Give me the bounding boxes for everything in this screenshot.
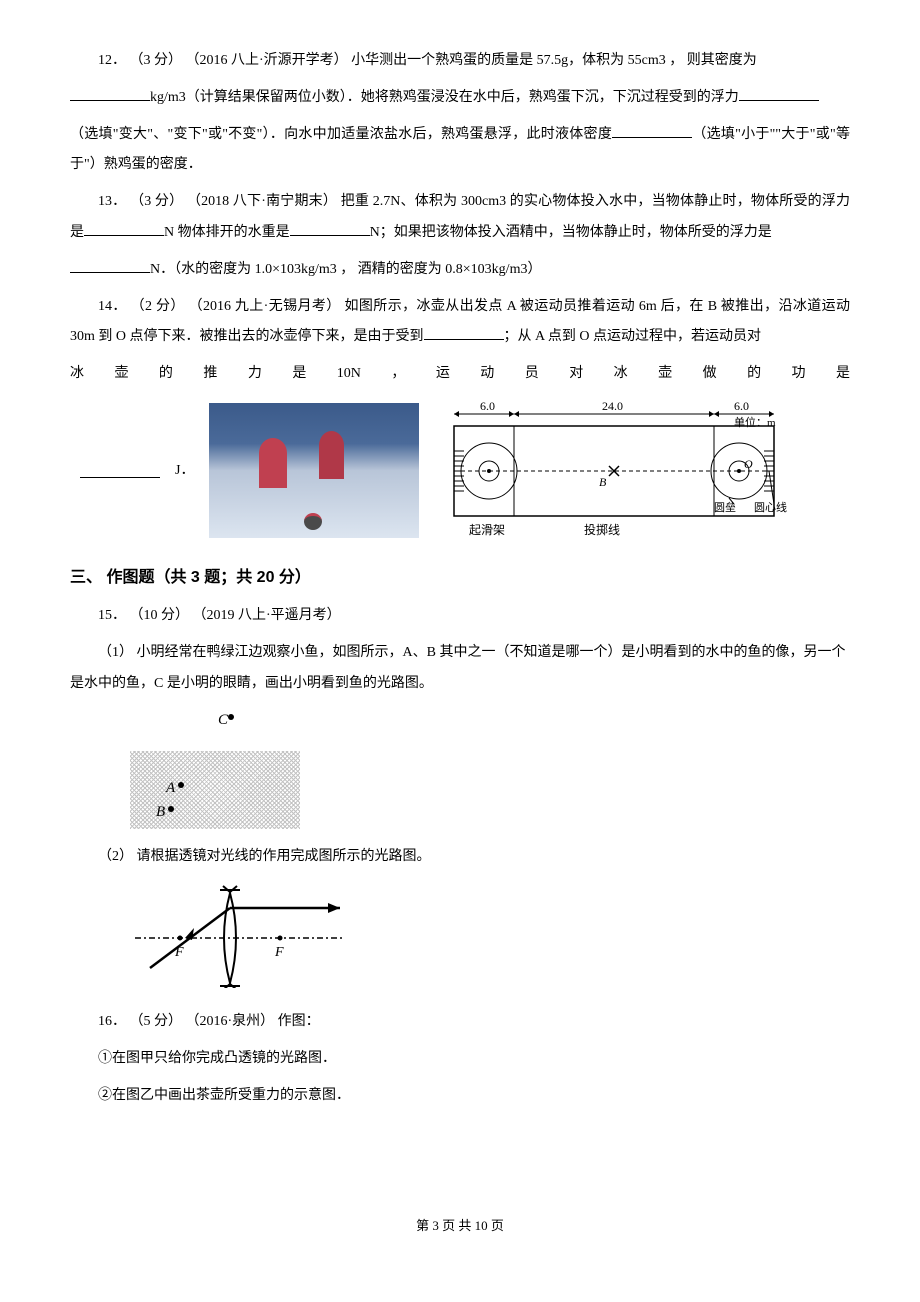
q12-num: 12．: [98, 53, 126, 68]
question-14: 14． （2 分） （2016 九上·无锡月考） 如图所示，冰壶从出发点 A 被…: [70, 292, 850, 546]
question-12: 12． （3 分） （2016 八上·沂源开学考） 小华测出一个熟鸡蛋的质量是 …: [70, 46, 850, 181]
q13-points: （3 分）: [130, 194, 183, 209]
throw-line: 投掷线: [584, 522, 620, 537]
q13-text2: N 物体排开的水重是: [164, 225, 290, 240]
q15-p1-num: （1）: [98, 645, 133, 660]
q14-figure-row: J．: [70, 396, 850, 546]
blank: [84, 221, 164, 236]
blank: [739, 86, 819, 101]
label-b: B: [156, 796, 165, 829]
dim2: 24.0: [602, 399, 623, 413]
blank: [70, 258, 150, 273]
q15-p1-text: 小明经常在鸭绿江边观察小鱼，如图所示，A、B 其中之一（不知道是哪一个）是小明看…: [70, 645, 845, 691]
center-line: 圆心线: [754, 500, 787, 514]
q13-text3: N；如果把该物体投入酒精中，当物体静止时，物体所受的浮力是: [370, 225, 772, 240]
q14-body: 14． （2 分） （2016 九上·无锡月考） 如图所示，冰壶从出发点 A 被…: [70, 292, 850, 354]
q15-p2-num: （2）: [98, 849, 133, 864]
q12-text1: 小华测出一个熟鸡蛋的质量是 57.5g，体积为 55cm3 ， 则其密度为: [351, 53, 757, 68]
section-3-header: 三、 作图题（共 3 题；共 20 分）: [70, 560, 850, 595]
unit: 单位：m: [734, 415, 776, 429]
labelB: B: [599, 475, 607, 489]
label-f-left: F: [174, 945, 184, 960]
q16-src: （2016·泉州）: [186, 1014, 275, 1029]
blank: [424, 325, 504, 340]
blank: [80, 463, 160, 478]
q16-num: 16．: [98, 1014, 126, 1029]
lens-ray-diagram: F F: [130, 878, 350, 988]
q15-p2-text: 请根据透镜对光线的作用完成图所示的光路图。: [137, 849, 431, 864]
blank: [290, 221, 370, 236]
curling-track-diagram: 6.0 24.0 6.0 单位：m B O 起滑架 投掷线 圆垒 圆心线: [434, 396, 794, 546]
curling-stone-icon: [304, 513, 322, 530]
page-footer: 第 3 页 共 10 页: [70, 1212, 850, 1241]
label-f-right: F: [274, 945, 284, 960]
start-frame: 起滑架: [469, 523, 505, 537]
point-b: [168, 806, 174, 812]
label-a: A: [166, 772, 175, 805]
q16-points: （5 分）: [130, 1014, 183, 1029]
q13-text4: N．（水的密度为 1.0×103kg/m3 ， 酒精的密度为 0.8×103kg…: [150, 262, 541, 277]
dim1: 6.0: [480, 399, 495, 413]
q13-num: 13．: [98, 194, 126, 209]
q12-points: （3 分）: [130, 53, 183, 68]
q12-cont2: （选填"变大"、"变下"或"不变"）．向水中加适量浓盐水后，熟鸡蛋悬浮，此时液体…: [70, 120, 850, 182]
q16-line1: ①在图甲只给你完成凸透镜的光路图．: [70, 1044, 850, 1075]
q15-num: 15．: [98, 608, 126, 623]
q12-cont1: kg/m3（计算结果保留两位小数）．她将熟鸡蛋浸没在水中后，熟鸡蛋下沉，下沉过程…: [70, 83, 850, 114]
q16-text: 作图：: [278, 1014, 320, 1029]
blank: [70, 86, 150, 101]
fish-refraction-diagram: C A B: [130, 706, 300, 836]
q12-text2: kg/m3（计算结果保留两位小数）．她将熟鸡蛋浸没在水中后，熟鸡蛋下沉，下沉过程…: [150, 90, 739, 105]
q12-body: 12． （3 分） （2016 八上·沂源开学考） 小华测出一个熟鸡蛋的质量是 …: [70, 46, 850, 77]
q15-points: （10 分）: [130, 608, 190, 623]
q16-head: 16． （5 分） （2016·泉州） 作图：: [70, 1007, 850, 1038]
question-13: 13． （3 分） （2018 八下·南宁期末） 把重 2.7N、体积为 300…: [70, 187, 850, 285]
point-c: [228, 714, 234, 720]
point-a: [178, 782, 184, 788]
question-15: 15． （10 分） （2019 八上·平遥月考） （1） 小明经常在鸭绿江边观…: [70, 601, 850, 1001]
blank: [612, 123, 692, 138]
q14-text2: ；从 A 点到 O 点运动过程中，若运动员对: [504, 329, 761, 344]
q12-src: （2016 八上·沂源开学考）: [186, 53, 348, 68]
q14-points: （2 分）: [131, 299, 185, 314]
q15-src: （2019 八上·平遥月考）: [193, 608, 341, 623]
q15-p1: （1） 小明经常在鸭绿江边观察小鱼，如图所示，A、B 其中之一（不知道是哪一个）…: [70, 638, 850, 700]
q15-p2: （2） 请根据透镜对光线的作用完成图所示的光路图。: [70, 842, 850, 873]
question-16: 16． （5 分） （2016·泉州） 作图： ①在图甲只给你完成凸透镜的光路图…: [70, 1007, 850, 1111]
label-c: C: [218, 704, 228, 737]
q13-body: 13． （3 分） （2018 八下·南宁期末） 把重 2.7N、体积为 300…: [70, 187, 850, 249]
q14-text4: J．: [175, 456, 194, 487]
q14-src: （2016 九上·无锡月考）: [189, 299, 341, 314]
q15-head: 15． （10 分） （2019 八上·平遥月考）: [70, 601, 850, 632]
dim3: 6.0: [734, 399, 749, 413]
q13-cont: N．（水的密度为 1.0×103kg/m3 ， 酒精的密度为 0.8×103kg…: [70, 255, 850, 286]
q14-num: 14．: [98, 299, 127, 314]
q13-src: （2018 八下·南宁期末）: [187, 194, 337, 209]
q12-text3: （选填"变大"、"变下"或"不变"）．向水中加适量浓盐水后，熟鸡蛋悬浮，此时液体…: [70, 127, 612, 142]
labelO: O: [744, 457, 753, 471]
q16-line2: ②在图乙中画出茶壶所受重力的示意图．: [70, 1081, 850, 1112]
curling-photo: [209, 403, 419, 538]
q14-spread: 冰壶的推力是10N，运动员对冰壶做的功是: [70, 359, 850, 390]
